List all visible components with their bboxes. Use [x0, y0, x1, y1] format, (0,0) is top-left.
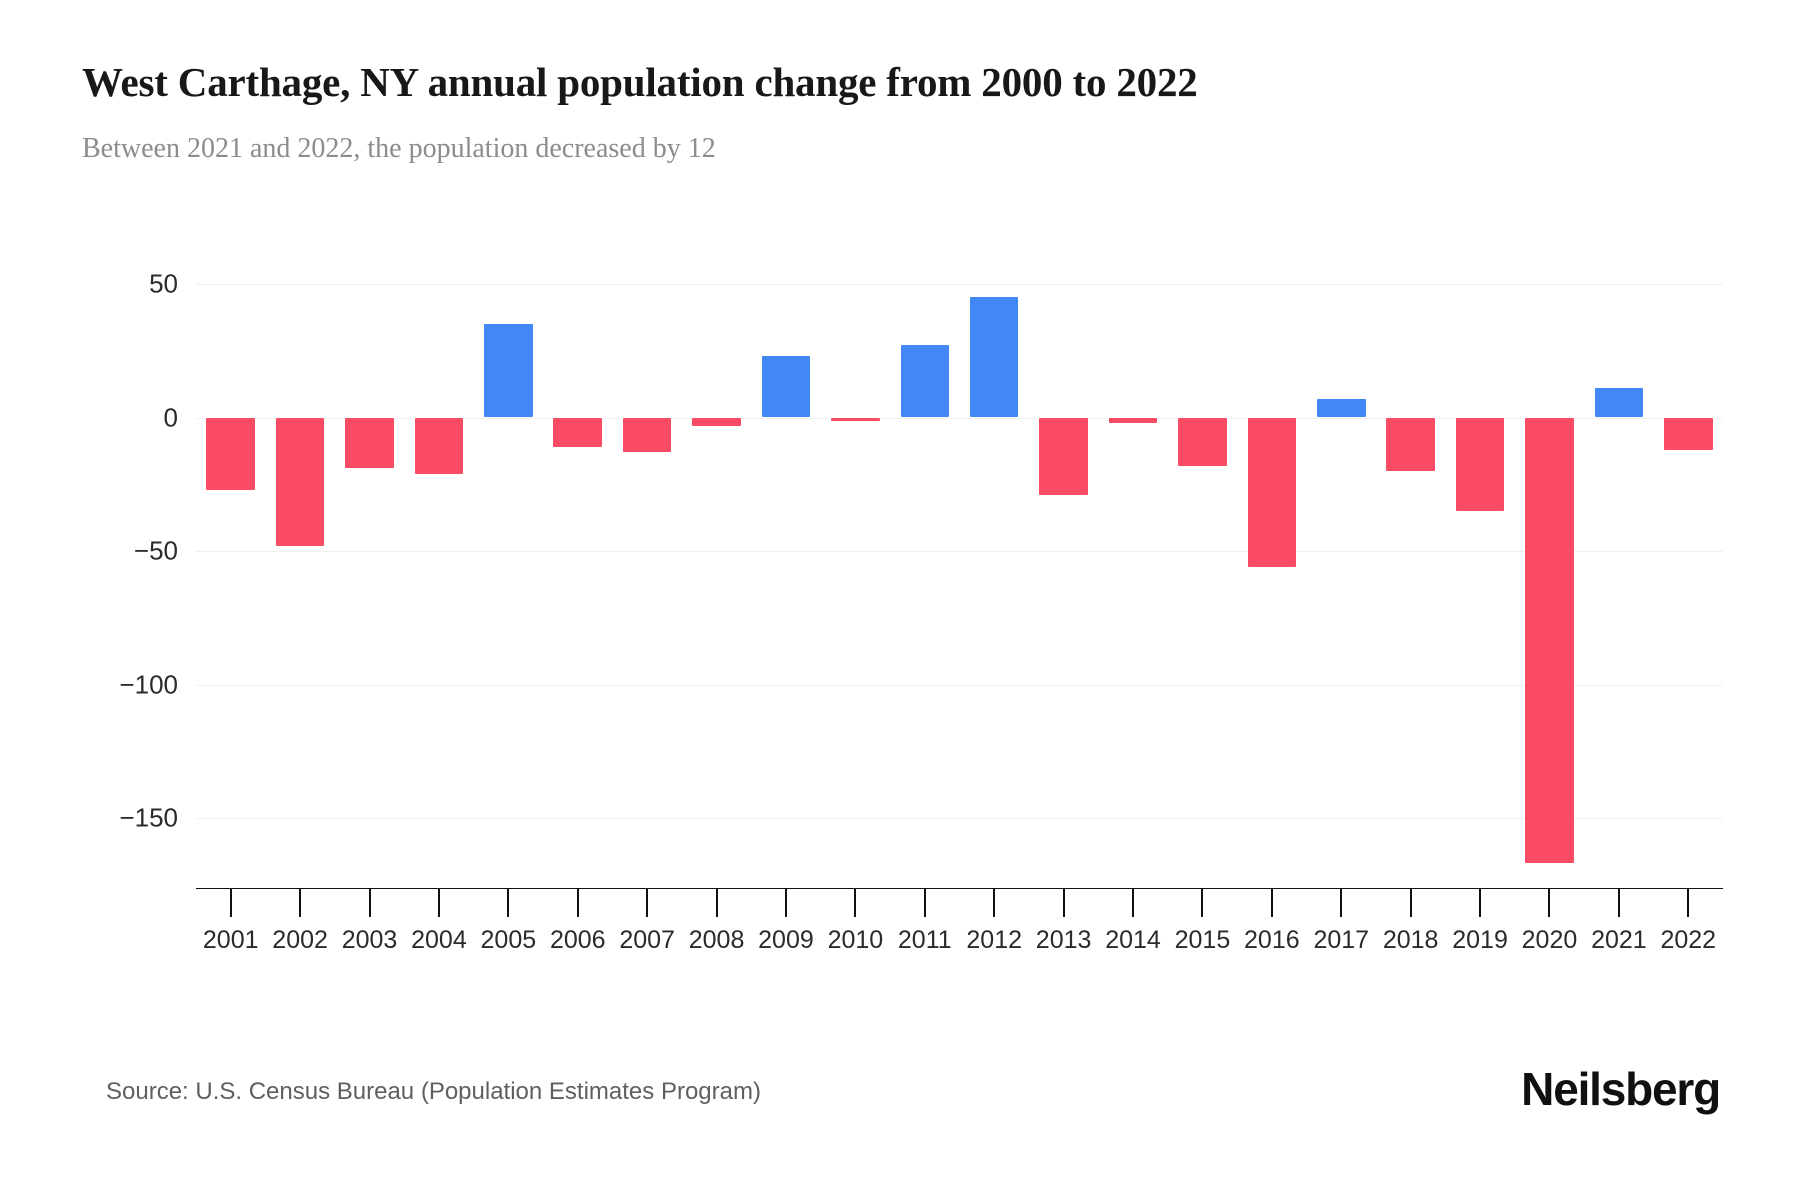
bar-2017[interactable]: [1316, 398, 1366, 418]
x-axis-tick: [507, 889, 510, 917]
x-axis-label-2019: 2019: [1452, 926, 1508, 954]
plot-area: [196, 284, 1723, 819]
bar-2018[interactable]: [1386, 417, 1435, 471]
bar-2009[interactable]: [761, 356, 811, 418]
x-axis-tick: [646, 889, 649, 917]
x-axis-tick: [1062, 889, 1065, 917]
y-axis-tick-label: −50: [133, 535, 178, 566]
brand-logo: Neilsberg: [1521, 1063, 1721, 1115]
x-axis-label-2002: 2002: [272, 926, 328, 954]
bar-2011[interactable]: [900, 345, 950, 418]
x-axis-tick: [1479, 889, 1482, 917]
bar-2012[interactable]: [969, 297, 1019, 418]
x-axis-tick: [229, 889, 232, 917]
bar-2001[interactable]: [206, 417, 255, 490]
x-axis-label-2015: 2015: [1174, 926, 1231, 954]
x-axis-label-2001: 2001: [202, 926, 259, 954]
x-axis-tick: [1548, 889, 1551, 917]
x-axis-tick: [715, 889, 718, 917]
y-axis-tick-label: −100: [119, 669, 178, 699]
bar-2004[interactable]: [414, 417, 464, 474]
x-axis-label-2014: 2014: [1105, 926, 1161, 954]
x-axis-tick: [993, 889, 996, 917]
x-axis-label-2008: 2008: [688, 926, 745, 954]
x-axis-tick: [1340, 889, 1343, 917]
x-axis-label-2006: 2006: [549, 926, 606, 954]
bar-2007[interactable]: [622, 417, 672, 453]
y-axis-tick-label: 50: [149, 268, 178, 299]
bar-2014[interactable]: [1108, 417, 1158, 423]
x-axis-label-2022: 2022: [1660, 926, 1717, 954]
bar-2021[interactable]: [1594, 388, 1644, 418]
x-axis-tick: [923, 889, 926, 917]
source-note: Source: U.S. Census Bureau (Population E…: [106, 1078, 761, 1105]
bar-2010[interactable]: [831, 417, 880, 421]
bars-layer: [196, 284, 1723, 864]
x-axis-label-2016: 2016: [1244, 926, 1300, 954]
bar-2002[interactable]: [275, 417, 325, 546]
x-axis-label-2009: 2009: [758, 926, 814, 954]
x-axis-label-2003: 2003: [341, 926, 398, 954]
x-axis-tick: [1270, 889, 1273, 917]
bar-2022[interactable]: [1664, 417, 1713, 450]
x-axis-label-2017: 2017: [1313, 926, 1370, 954]
bar-2019[interactable]: [1455, 417, 1505, 511]
x-axis-tick: [1132, 889, 1135, 917]
x-axis-tick: [1687, 889, 1690, 917]
x-axis-label-2020: 2020: [1521, 926, 1578, 954]
bar-2015[interactable]: [1178, 417, 1227, 466]
bar-2016[interactable]: [1247, 417, 1297, 568]
x-axis-label-2012: 2012: [966, 926, 1023, 954]
x-axis-tick: [368, 889, 371, 917]
x-axis-tick: [854, 889, 857, 917]
x-axis-tick: [1617, 889, 1620, 917]
x-axis-label-2010: 2010: [827, 926, 884, 954]
x-axis-label-2007: 2007: [619, 926, 675, 954]
bar-2013[interactable]: [1039, 417, 1088, 495]
gridline: [196, 818, 1723, 819]
x-axis-tick: [1201, 889, 1204, 917]
y-axis-tick-label: 0: [163, 402, 178, 432]
x-axis-tick: [299, 889, 302, 917]
x-axis-tick: [1409, 889, 1412, 917]
x-axis-line: [196, 888, 1723, 889]
x-axis-label-2013: 2013: [1035, 926, 1092, 954]
gridline: [196, 551, 1723, 552]
bar-2003[interactable]: [345, 417, 394, 469]
x-axis-tick: [784, 889, 787, 917]
bar-2008[interactable]: [692, 417, 741, 426]
bar-2020[interactable]: [1525, 417, 1574, 864]
gridline: [196, 284, 1723, 285]
gridline: [196, 417, 1723, 419]
bar-2005[interactable]: [484, 324, 533, 418]
x-axis-tick: [437, 889, 440, 917]
page-subtitle: Between 2021 and 2022, the population de…: [82, 133, 716, 164]
x-axis-label-2005: 2005: [480, 926, 537, 954]
y-axis-tick-label: −150: [119, 802, 178, 833]
bar-2006[interactable]: [553, 417, 603, 447]
x-axis-label-2021: 2021: [1591, 926, 1647, 954]
x-axis-tick: [576, 889, 579, 917]
x-axis-label-2011: 2011: [897, 926, 952, 954]
x-axis-label-2018: 2018: [1382, 926, 1439, 954]
gridline: [196, 684, 1723, 686]
page-title: West Carthage, NY annual population chan…: [82, 59, 1198, 105]
x-axis-label-2004: 2004: [411, 926, 467, 954]
